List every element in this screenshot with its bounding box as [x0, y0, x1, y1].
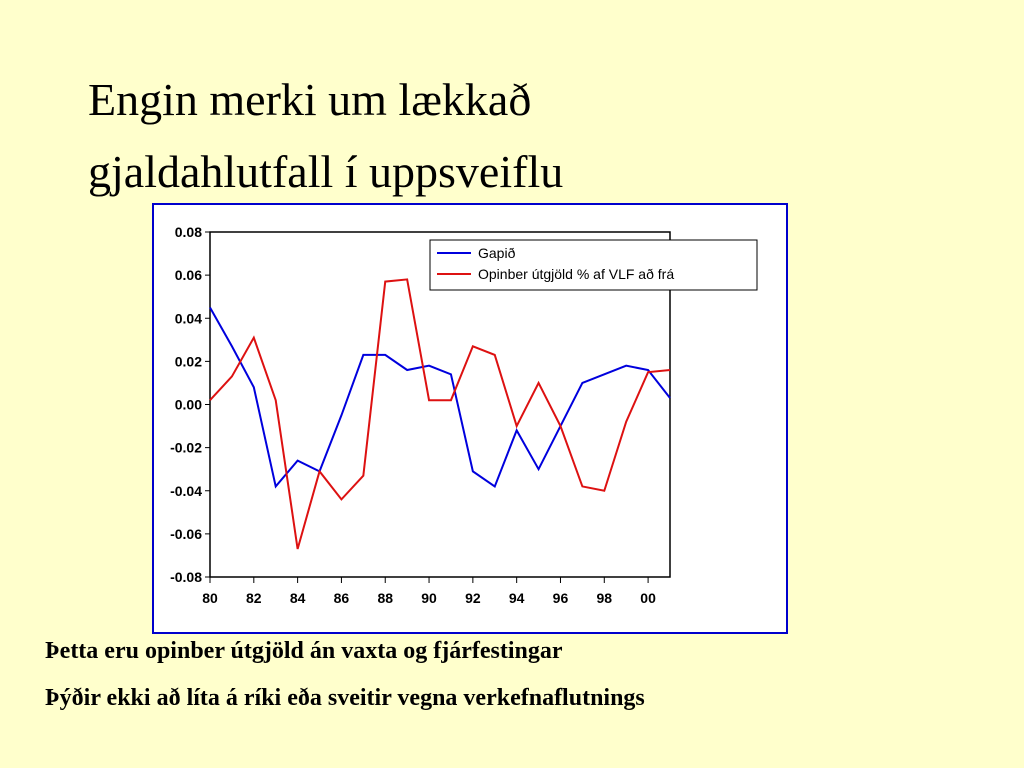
x-tick-label: 90: [421, 590, 437, 606]
y-tick-label: 0.06: [175, 267, 202, 283]
slide-title: Engin merki um lækkað: [88, 74, 531, 125]
x-tick-label: 94: [509, 590, 525, 606]
series-line: [209, 278, 671, 550]
y-tick-label: -0.02: [170, 440, 202, 456]
x-tick-label: 96: [553, 590, 569, 606]
y-tick-label: -0.06: [170, 526, 202, 542]
slide-title: gjaldahlutfall í uppsveiflu: [88, 146, 563, 197]
x-tick-label: 00: [640, 590, 656, 606]
y-tick-label: -0.04: [170, 483, 202, 499]
note: Þýðir ekki að líta á ríki eða sveitir ve…: [45, 685, 645, 711]
x-tick-label: 80: [202, 590, 218, 606]
note: Þetta eru opinber útgjöld án vaxta og fj…: [45, 638, 563, 664]
x-tick-label: 88: [377, 590, 393, 606]
y-tick-label: 0.00: [175, 397, 202, 413]
legend-label: Opinber útgjöld % af VLF að frá: [478, 266, 674, 282]
x-tick-label: 92: [465, 590, 481, 606]
y-tick-label: -0.08: [170, 569, 202, 585]
y-tick-label: 0.04: [175, 310, 202, 326]
chart: -0.08 -0.06 -0.04 -0.02 0.00 0.02 0.04 0.06 0.08…: [170, 224, 758, 606]
x-tick-label: 84: [290, 590, 306, 606]
legend-label: Gapið: [478, 245, 516, 261]
legend-box: [429, 239, 758, 291]
x-tick-label: 98: [596, 590, 612, 606]
x-tick-label: 86: [334, 590, 350, 606]
x-tick-label: 82: [246, 590, 262, 606]
y-tick-label: 0.02: [175, 353, 202, 369]
y-tick-label: 0.08: [175, 224, 202, 240]
